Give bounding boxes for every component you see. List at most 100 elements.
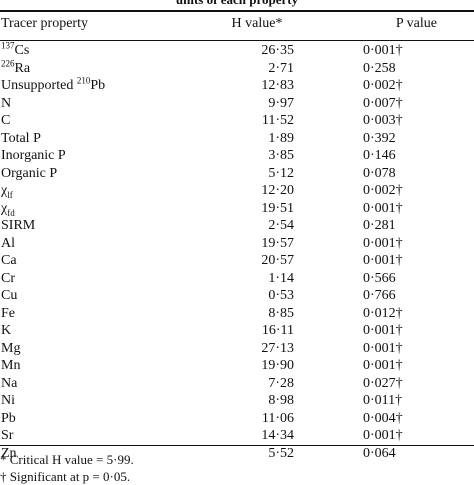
cell-tracer-property: Unsupported 210Pb	[1, 75, 106, 95]
cell-h-value: 0·53	[268, 288, 294, 303]
property-name: Inorganic P	[1, 148, 66, 163]
cell-p-value: 0·002†	[363, 183, 403, 198]
cell-p-value: 0·007†	[363, 95, 403, 111]
cell-h-value: 8·85	[268, 305, 294, 321]
table-row: Cu 0·53 0·766	[0, 287, 474, 305]
cell-p-value: 0·001†	[363, 358, 403, 373]
cell-tracer-property: C	[1, 112, 10, 130]
table-row: Al 19·57 0·001†	[0, 235, 474, 253]
table-row: Ni 8·98 0·011†	[0, 392, 474, 410]
property-subscript: fd	[7, 207, 15, 218]
property-name: Cr	[1, 270, 15, 286]
footnotes: * Critical H value = 5·99. † Significant…	[0, 451, 474, 485]
property-name: N	[1, 95, 12, 111]
table-row: χfd 19·51 0·001†	[0, 200, 474, 218]
property-name: Pb	[1, 410, 16, 426]
table-body: 137Cs 26·35 0·001† 226Ra 2·71 0·258 Unsupporte…	[0, 40, 474, 463]
property-name: Organic P	[1, 165, 58, 181]
cell-h-value: 5·12	[268, 165, 294, 181]
cell-tracer-property: Organic P	[1, 165, 57, 183]
property-name: Na	[1, 375, 18, 391]
cell-tracer-property: Mn	[1, 357, 20, 375]
cell-h-value: 1·14	[268, 270, 294, 286]
property-name: C	[1, 113, 11, 128]
property-prefix: Unsupported	[1, 78, 77, 93]
cell-h-value: 19·90	[261, 358, 294, 373]
table-row: Ca 20·57 0·001†	[0, 252, 474, 270]
cell-p-value: 0·078	[363, 165, 396, 181]
cell-tracer-property: Na	[1, 375, 17, 393]
property-name: Mg	[1, 340, 21, 356]
cell-tracer-property: χfd	[1, 200, 15, 218]
cell-h-value: 12·20	[261, 183, 294, 198]
cell-h-value: 7·28	[268, 375, 294, 391]
table-row: Unsupported 210Pb 12·83 0·002†	[0, 75, 474, 95]
footnote-critical-h: * Critical H value = 5·99.	[0, 452, 134, 467]
table-row: Mn 19·90 0·001†	[0, 357, 474, 375]
cell-tracer-property: Ni	[1, 392, 15, 410]
cell-p-value: 0·027†	[363, 375, 403, 391]
cell-p-value: 0·001†	[363, 340, 403, 356]
cell-p-value: 0·001†	[363, 200, 403, 216]
property-name: Ra	[14, 60, 31, 76]
cell-p-value: 0·001†	[363, 323, 403, 338]
property-name: Total P	[1, 130, 41, 146]
cell-p-value: 0·012†	[363, 305, 403, 321]
cell-h-value: 9·97	[268, 95, 294, 111]
table-row: 226Ra 2·71 0·258	[0, 57, 474, 78]
cell-tracer-property: Mg	[1, 340, 20, 358]
cell-h-value: 11·52	[261, 113, 294, 128]
table-row: Organic P 5·12 0·078	[0, 165, 474, 183]
cell-tracer-property: Total P	[1, 130, 41, 148]
isotope-mass-number: 226	[1, 57, 15, 68]
cell-tracer-property: K	[1, 322, 11, 340]
table-row: Cr 1·14 0·566	[0, 270, 474, 288]
cell-h-value: 12·83	[261, 78, 294, 93]
cell-p-value: 0·001†	[363, 428, 403, 443]
cell-h-value: 27·13	[261, 340, 294, 356]
table-row: Inorganic P 3·85 0·146	[0, 147, 474, 165]
table-row: 137Cs 26·35 0·001†	[0, 40, 474, 60]
property-name: χ	[1, 183, 8, 198]
cell-p-value: 0·766	[363, 288, 396, 303]
table-caption: units of each property	[0, 0, 474, 10]
table-row: N 9·97 0·007†	[0, 95, 474, 113]
property-name: Sr	[1, 428, 14, 443]
property-name: Ca	[1, 253, 17, 268]
cell-p-value: 0·003†	[363, 113, 403, 128]
property-name: Pb	[90, 78, 106, 93]
cell-h-value: 16·11	[261, 323, 294, 338]
cell-tracer-property: 137Cs	[1, 40, 29, 60]
table-row: Total P 1·89 0·392	[0, 130, 474, 148]
cell-tracer-property: χlf	[1, 182, 13, 200]
table-header: Tracer property H value* P value	[0, 14, 474, 36]
table-row: Pb 11·06 0·004†	[0, 410, 474, 428]
table-row: C 11·52 0·003†	[0, 112, 474, 130]
cell-p-value: 0·001†	[363, 43, 403, 58]
cell-h-value: 19·51	[261, 200, 294, 216]
cell-tracer-property: Ca	[1, 252, 17, 270]
cell-p-value: 0·146	[363, 148, 396, 163]
cell-tracer-property: N	[1, 95, 11, 113]
table-bottom-rule	[0, 445, 474, 446]
property-name: Cu	[1, 288, 18, 303]
cell-h-value: 5·52	[268, 445, 294, 461]
table-row: Na 7·28 0·027†	[0, 375, 474, 393]
cell-tracer-property: SIRM	[1, 217, 35, 235]
cell-tracer-property: Zn	[1, 445, 17, 463]
header-p-value: P value	[395, 16, 437, 31]
cell-h-value: 20·57	[261, 253, 294, 268]
table-header-rule	[0, 40, 474, 41]
cell-p-value: 0·002†	[363, 78, 403, 93]
isotope-mass-number: 210	[76, 75, 91, 86]
cell-h-value: 14·34	[261, 428, 294, 443]
cell-tracer-property: Inorganic P	[1, 147, 66, 165]
cell-h-value: 1·89	[268, 130, 294, 146]
cell-h-value: 11·06	[261, 410, 294, 426]
footnote-significance: † Significant at p = 0·05.	[0, 469, 131, 484]
isotope-mass-number: 137	[1, 40, 15, 51]
cell-p-value: 0·392	[363, 130, 396, 146]
cell-p-value: 0·566	[363, 270, 396, 286]
property-name: Al	[1, 235, 15, 251]
cell-tracer-property: Cu	[1, 287, 17, 305]
